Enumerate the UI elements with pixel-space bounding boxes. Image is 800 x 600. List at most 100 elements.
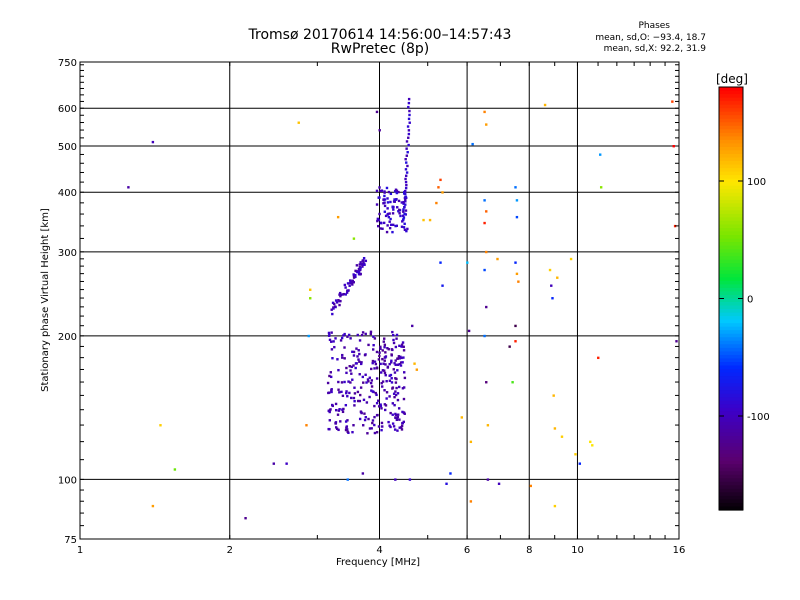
colorbar-segment <box>719 210 743 215</box>
echo-point <box>402 420 405 424</box>
colorbar-segment <box>719 485 743 490</box>
echo-point <box>379 347 382 350</box>
echo-point <box>370 379 374 382</box>
colorbar-segment <box>719 185 743 190</box>
echo-point <box>403 189 407 193</box>
chart-subtitle: RwPretec (8p) <box>330 41 430 57</box>
echo-point <box>392 368 395 371</box>
colorbar-segment <box>719 302 743 307</box>
echo-point <box>362 256 366 260</box>
echo-point <box>159 424 162 427</box>
echo-point <box>483 334 486 338</box>
echo-point <box>343 380 346 384</box>
colorbar-segment <box>719 291 743 296</box>
echo-point <box>353 386 356 389</box>
echo-point <box>331 312 334 316</box>
echo-point <box>346 289 350 292</box>
echo-point <box>305 424 308 427</box>
echo-point <box>560 435 564 438</box>
echo-point <box>384 408 387 412</box>
colorbar-segment <box>719 104 743 109</box>
echo-point <box>350 372 353 375</box>
echo-point <box>364 259 368 263</box>
echo-point <box>347 333 351 337</box>
colorbar-segment <box>719 340 743 345</box>
colorbar-segment <box>719 143 743 148</box>
echo-point <box>309 297 312 300</box>
echo-point <box>383 371 387 375</box>
colorbar-segment <box>719 249 743 254</box>
echo-point <box>397 210 400 213</box>
colorbar-segment <box>719 87 743 92</box>
echo-point <box>358 417 362 421</box>
echo-point <box>350 281 354 285</box>
echo-point <box>553 427 557 430</box>
echo-point <box>379 404 383 408</box>
echo-point <box>353 400 356 403</box>
echo-point <box>345 390 348 393</box>
colorbar-segment <box>719 220 743 226</box>
colorbar-segment <box>719 425 743 430</box>
echo-point <box>373 431 377 435</box>
echo-point <box>334 422 337 425</box>
echo-point <box>365 401 369 404</box>
echo-point <box>359 386 363 389</box>
echo-point <box>272 462 275 465</box>
echo-point <box>389 217 392 221</box>
echo-point <box>343 283 347 287</box>
echo-point <box>591 444 594 447</box>
echo-point <box>377 358 381 361</box>
echo-point <box>352 237 356 240</box>
y-tick-label: 100 <box>58 475 77 486</box>
echo-point <box>405 161 408 164</box>
echo-point <box>336 413 340 416</box>
echo-point <box>439 261 442 264</box>
colorbar-segment <box>719 358 743 363</box>
echo-point <box>578 462 582 465</box>
colorbar-segment <box>719 439 743 444</box>
colorbar-segment <box>719 383 743 388</box>
echo-point <box>402 208 405 211</box>
echo-point <box>405 171 409 174</box>
echo-point <box>367 417 370 421</box>
echo-point <box>398 212 401 215</box>
colorbar-segment <box>719 235 743 240</box>
echo-point <box>338 408 341 411</box>
echo-point <box>398 426 401 429</box>
echo-point <box>404 198 407 201</box>
echo-point <box>352 281 355 284</box>
echo-point <box>404 203 407 206</box>
echo-point <box>380 382 383 385</box>
colorbar-segment <box>719 432 743 437</box>
colorbar-segment <box>719 457 743 462</box>
colorbar-segment <box>719 344 743 349</box>
colorbar-segment <box>719 129 743 134</box>
echo-point <box>334 402 338 406</box>
echo-point <box>394 363 397 367</box>
colorbar-segment <box>719 467 743 472</box>
echo-point <box>398 208 401 212</box>
echo-point <box>391 422 395 425</box>
echo-point <box>341 356 344 359</box>
echo-point <box>371 419 375 422</box>
echo-point <box>358 360 361 363</box>
echo-point <box>406 164 409 168</box>
echo-point <box>360 263 363 266</box>
echo-point <box>396 398 400 402</box>
echo-point <box>329 408 332 411</box>
echo-point <box>389 200 392 204</box>
echo-point <box>392 223 395 227</box>
colorbar-segment <box>719 157 743 162</box>
echo-point <box>345 366 348 370</box>
echo-point <box>402 202 405 205</box>
echo-point <box>485 123 488 126</box>
echo-point <box>401 410 404 414</box>
echo-point <box>348 284 351 287</box>
echo-point <box>407 143 410 147</box>
echo-point <box>398 418 401 421</box>
echo-point <box>405 183 408 187</box>
colorbar-segment <box>719 386 743 391</box>
echo-point <box>362 398 366 402</box>
echo-point <box>244 517 247 520</box>
colorbar-segment <box>719 294 743 300</box>
